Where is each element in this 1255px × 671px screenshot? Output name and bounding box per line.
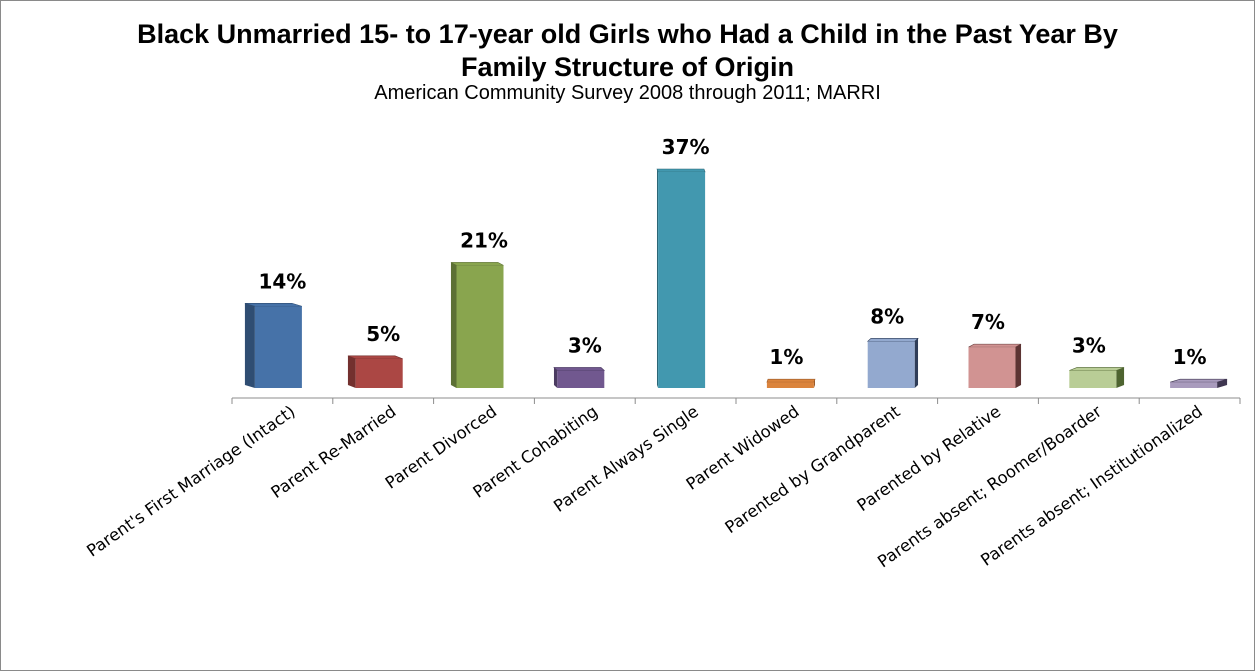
bar-top: [656, 168, 706, 173]
data-label: 21%: [460, 228, 508, 252]
chart-title: Black Unmarried 15- to 17-year old Girls…: [0, 18, 1255, 84]
bar-top: [450, 262, 504, 266]
bar: [1069, 370, 1117, 388]
bar-top: [347, 355, 403, 360]
bar-side: [347, 355, 356, 388]
bar-side: [656, 169, 659, 388]
bar: [355, 358, 403, 388]
data-label: 1%: [769, 345, 803, 369]
bar-top: [1069, 367, 1125, 371]
bar-top: [866, 337, 919, 342]
bar-top: [244, 302, 302, 307]
bar-side: [244, 303, 255, 388]
data-label: 1%: [1173, 345, 1207, 369]
bar-side: [553, 367, 558, 388]
bar-side: [1015, 344, 1022, 388]
bar: [766, 382, 814, 388]
data-label: 14%: [258, 269, 306, 293]
data-label: 8%: [870, 304, 904, 328]
bar-top: [553, 367, 606, 371]
bar: [658, 172, 706, 388]
chart-title-line2: Family Structure of Origin: [460, 52, 795, 82]
bar: [867, 341, 915, 388]
bar: [1170, 382, 1218, 388]
category-label: Parent's First Marriage (Intact): [83, 402, 298, 561]
bar-side: [1217, 379, 1228, 388]
bar-top: [766, 378, 816, 383]
data-label: 3%: [568, 333, 602, 357]
chart-subtitle: American Community Survey 2008 through 2…: [374, 82, 881, 104]
category-label: Parented by Grandparent: [721, 401, 903, 537]
bar: [968, 347, 1016, 388]
bar-side: [1116, 367, 1125, 388]
bar-side: [450, 262, 457, 388]
chart-title-line1: Black Unmarried 15- to 17-year old Girls…: [137, 19, 1118, 49]
bar: [557, 370, 605, 388]
data-label: 5%: [366, 322, 400, 346]
data-label: 7%: [971, 310, 1005, 334]
category-label: Parents absent; Institutionalized: [977, 402, 1206, 570]
bar-top: [1170, 378, 1228, 383]
data-label: 37%: [662, 135, 710, 159]
bar-side: [813, 379, 816, 388]
bar: [254, 306, 302, 388]
data-label: 3%: [1072, 333, 1106, 357]
bar: [456, 265, 504, 388]
bar-side: [914, 338, 919, 388]
bar-top: [968, 343, 1022, 348]
